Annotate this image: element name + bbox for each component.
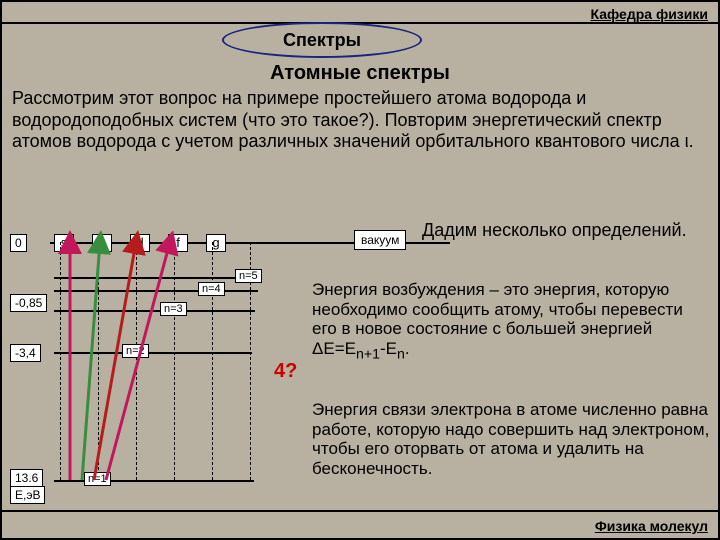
energy-label-3: 13.6 — [10, 469, 43, 487]
title-text: Спектры — [283, 30, 361, 51]
energy-label-1: -0,85 — [10, 294, 47, 312]
n-label-n=5: n=5 — [235, 269, 262, 283]
n-label-n=2: n=2 — [122, 344, 149, 358]
intro-paragraph: Рассмотрим этот вопрос на примере просте… — [12, 88, 708, 153]
level-line-n=5 — [54, 277, 255, 279]
orbital-s: s — [54, 234, 74, 252]
header: Кафедра физики — [590, 6, 708, 22]
arrows-svg — [10, 222, 310, 502]
rule-bottom — [2, 510, 718, 512]
level-line-n=4 — [54, 290, 258, 292]
n-label-n=1: n=1 — [84, 472, 111, 486]
energy-diagram: 0 -0,85 -3,4 13.6Е,эВ spdfg n=5 n=4 n=3 n=2 n=1 — [10, 222, 310, 502]
energy-label-0: 0 — [10, 234, 27, 252]
text-c: . — [405, 339, 410, 358]
energy-label-4: Е,эВ — [10, 486, 45, 504]
orbital-g: g — [206, 234, 226, 252]
energy-label-2: -3,4 — [10, 344, 41, 362]
binding-energy-text: Энергия связи электрона в атоме численно… — [312, 400, 710, 478]
level-line-n=3 — [54, 310, 255, 312]
orbital-d: d — [130, 234, 150, 252]
definitions-intro: Дадим несколько определений. — [422, 220, 708, 241]
subtitle: Атомные спектры — [2, 62, 718, 85]
n-label-n=3: n=3 — [160, 302, 187, 316]
sub2: n — [397, 346, 405, 362]
orbital-p: p — [92, 234, 112, 252]
vacuum-label: вакуум — [354, 230, 406, 250]
n-label-n=4: n=4 — [198, 282, 225, 296]
orbital-f: f — [168, 234, 188, 252]
level-line-n=2 — [54, 352, 252, 354]
footer: Физика молекул — [595, 518, 708, 534]
question-4: 4? — [274, 360, 297, 383]
sub1: n+1 — [356, 346, 380, 362]
excitation-energy-text: Энергия возбуждения – это энергия, котор… — [312, 280, 710, 362]
title-oval: Спектры — [222, 22, 422, 58]
slide: Кафедра физики Спектры Атомные спектры Р… — [0, 0, 720, 540]
text-b: -E — [380, 339, 397, 358]
